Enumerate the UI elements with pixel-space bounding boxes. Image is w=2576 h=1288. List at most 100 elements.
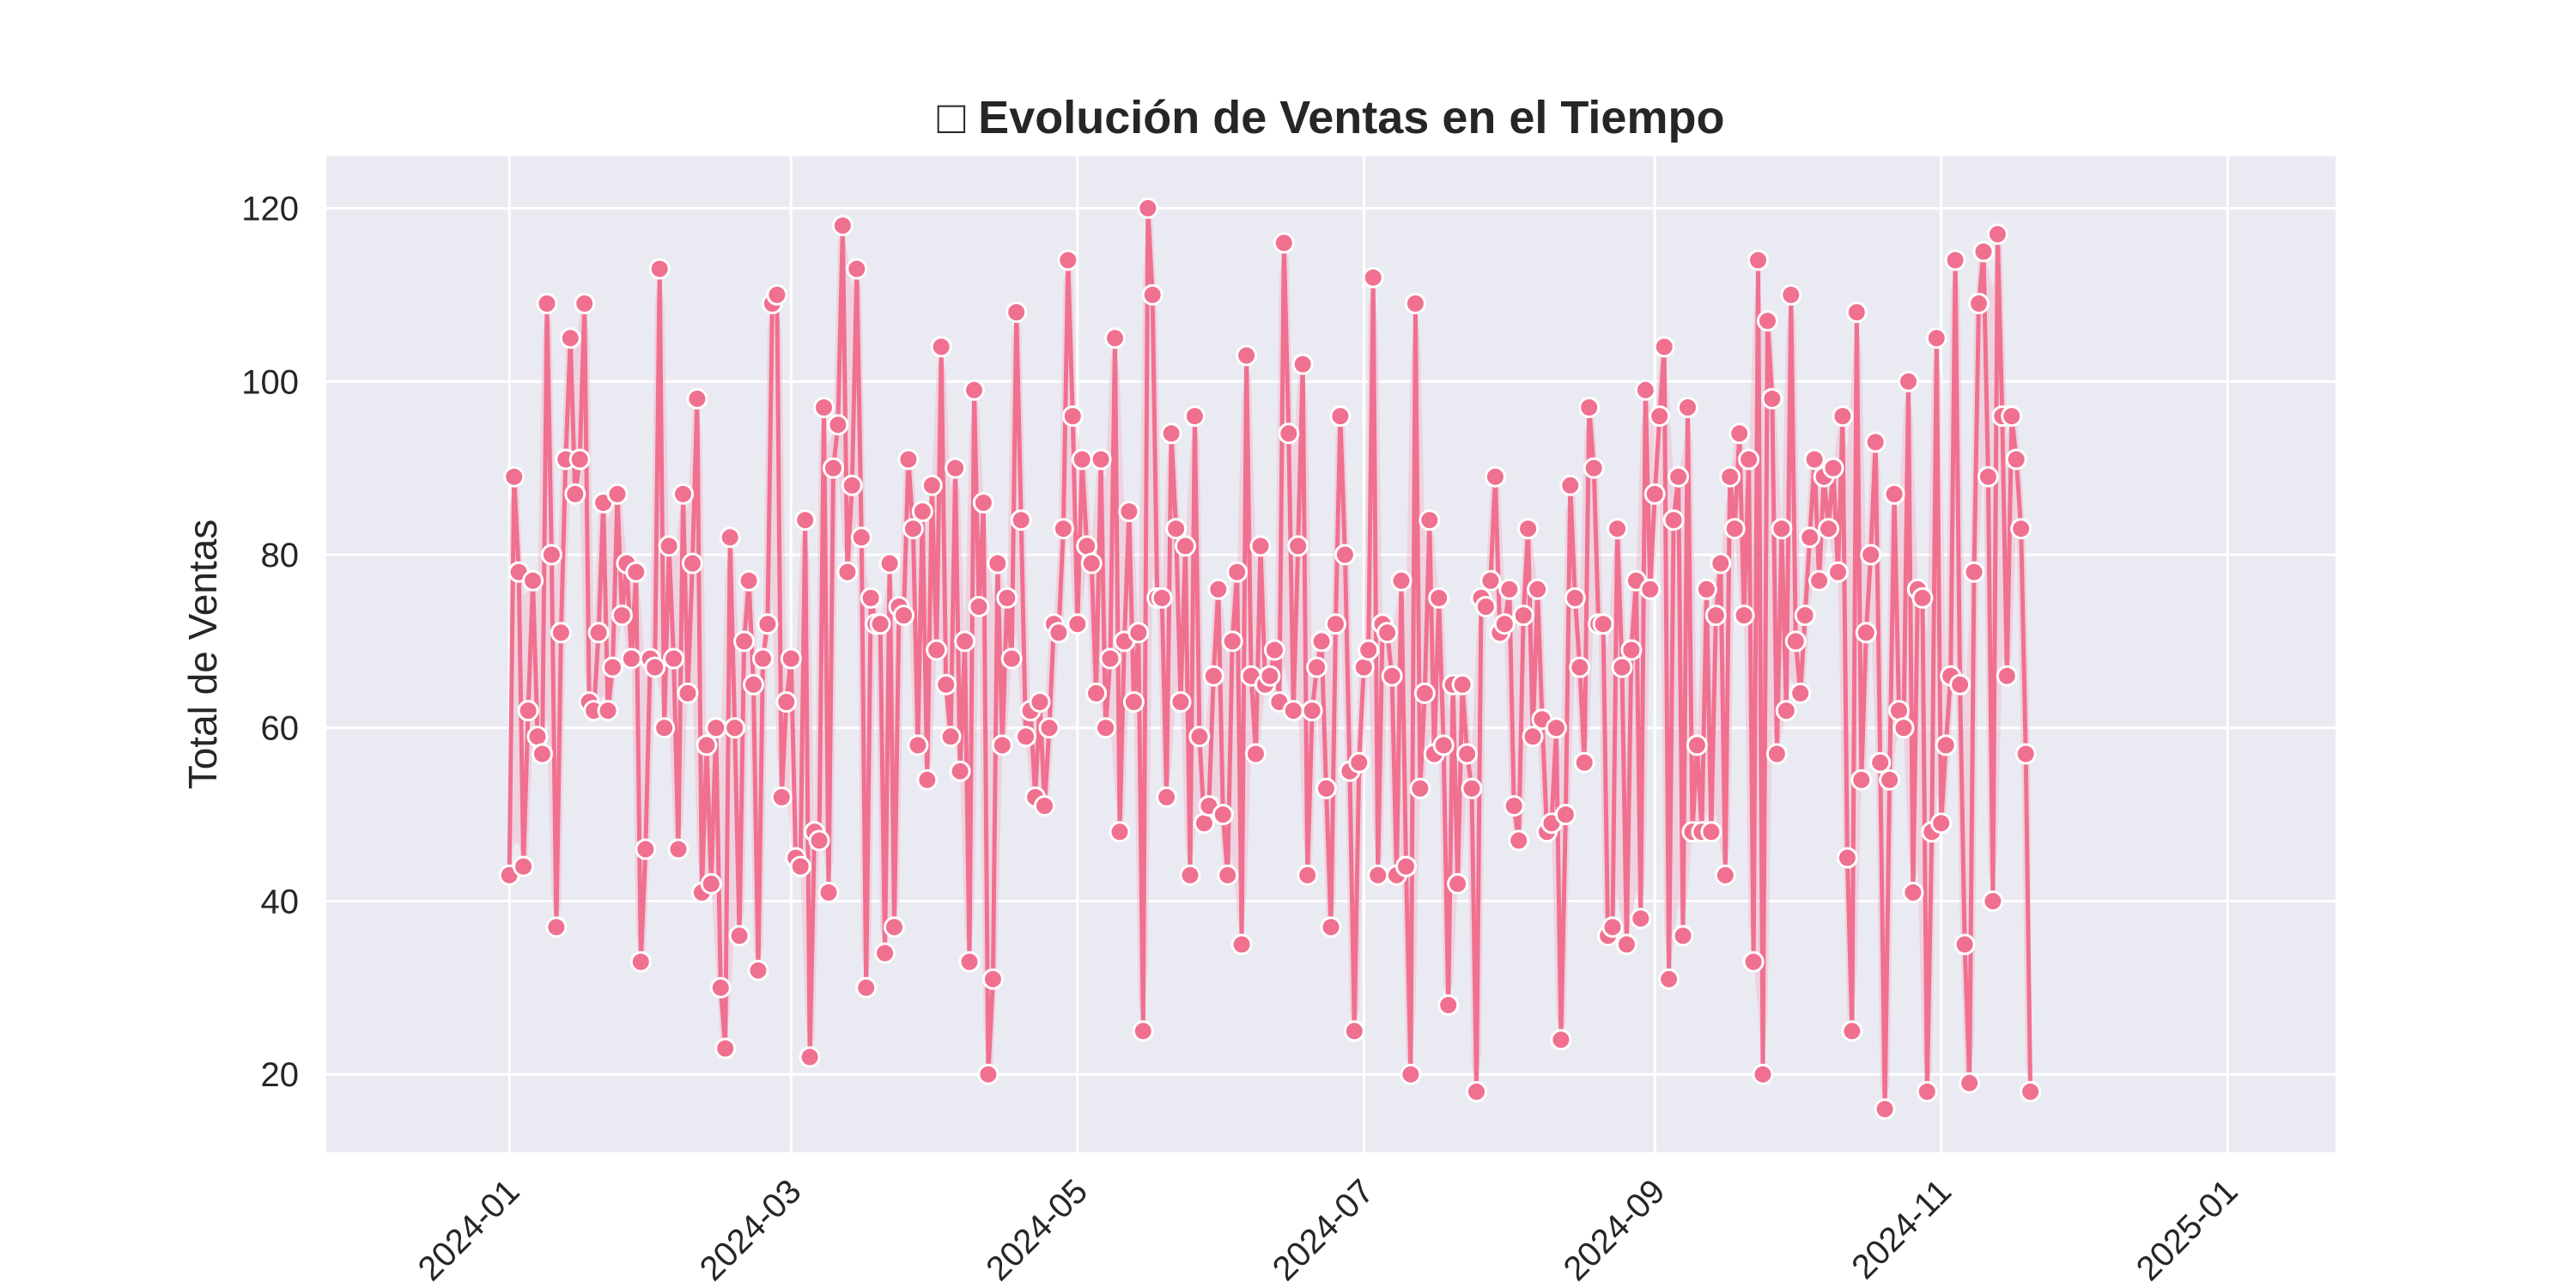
- data-point: [564, 483, 586, 505]
- data-point: [672, 483, 694, 505]
- x-tick-label: 2024-09: [1557, 1172, 1673, 1288]
- data-point: [878, 552, 901, 574]
- data-point: [1977, 465, 1999, 488]
- data-point: [1911, 586, 1934, 609]
- x-tick-label: 2024-03: [693, 1172, 809, 1288]
- data-point: [1461, 777, 1483, 799]
- data-point: [817, 881, 840, 903]
- data-point: [939, 726, 962, 748]
- data-point: [611, 605, 633, 627]
- data-point: [1212, 804, 1234, 826]
- data-point: [1151, 586, 1173, 609]
- data-point: [1963, 561, 1985, 583]
- data-point: [1175, 535, 1196, 557]
- data-point: [850, 526, 872, 549]
- data-point: [1273, 232, 1295, 254]
- data-point: [1700, 821, 1722, 843]
- data-point: [1010, 509, 1032, 532]
- data-point: [653, 717, 676, 739]
- data-point: [705, 717, 727, 739]
- data-point: [1320, 916, 1342, 939]
- data-point: [1095, 717, 1117, 739]
- data-point: [1395, 855, 1417, 878]
- data-point: [831, 215, 854, 237]
- data-point: [1193, 812, 1215, 835]
- data-point: [709, 976, 732, 999]
- data-point: [1484, 465, 1506, 488]
- data-point: [808, 829, 830, 852]
- data-point: [2010, 518, 2032, 540]
- data-point: [799, 1046, 821, 1068]
- data-point: [752, 647, 774, 670]
- data-point: [1916, 1080, 1938, 1103]
- data-point: [686, 387, 708, 410]
- data-point: [526, 726, 549, 748]
- data-point: [2005, 448, 2027, 471]
- data-point: [1902, 881, 1924, 903]
- data-point: [1898, 370, 1919, 392]
- data-point: [663, 647, 685, 670]
- y-tick-label: 80: [261, 537, 300, 574]
- data-point: [1348, 751, 1370, 774]
- data-point: [1076, 535, 1098, 557]
- data-point: [1761, 387, 1783, 410]
- data-point: [1090, 448, 1112, 471]
- data-point: [644, 656, 666, 678]
- data-point: [1704, 605, 1727, 627]
- data-point: [1367, 864, 1389, 886]
- data-point: [954, 630, 976, 653]
- data-point: [1719, 465, 1741, 488]
- data-point: [1578, 397, 1601, 418]
- data-point: [1343, 1020, 1365, 1042]
- data-point: [1649, 405, 1671, 428]
- data-point: [625, 561, 647, 583]
- data-point: [1888, 700, 1910, 722]
- data-point: [550, 622, 572, 644]
- data-point: [907, 734, 929, 756]
- data-point: [1686, 734, 1708, 756]
- data-point: [789, 855, 811, 878]
- data-point: [1282, 700, 1304, 722]
- data-point: [855, 976, 878, 999]
- data-point: [1874, 1098, 1896, 1121]
- data-point: [1005, 301, 1028, 324]
- data-point: [1132, 1020, 1154, 1042]
- data-point: [1122, 691, 1145, 713]
- data-point: [794, 509, 817, 532]
- data-point: [587, 622, 610, 644]
- data-point: [1432, 734, 1455, 756]
- x-tick-labels: 2024-01 2024-03 2024-05 2024-07 2024-09 2024-…: [411, 1172, 2245, 1288]
- data-point: [1841, 1020, 1863, 1042]
- data-point: [770, 786, 793, 808]
- data-point: [1677, 397, 1698, 418]
- data-point: [1930, 812, 1953, 835]
- data-point: [1747, 249, 1769, 271]
- data-point: [667, 838, 690, 860]
- data-point: [1245, 743, 1267, 765]
- data-point: [1034, 795, 1055, 817]
- data-point: [540, 544, 562, 566]
- data-point: [766, 283, 788, 306]
- data-point: [1672, 925, 1694, 947]
- data-point: [1061, 405, 1084, 428]
- data-point: [911, 501, 933, 523]
- data-point: [1104, 327, 1126, 349]
- data-point: [1935, 734, 1957, 756]
- data-point: [1498, 578, 1521, 600]
- data-point: [1118, 501, 1140, 523]
- data-point: [1226, 561, 1249, 583]
- data-point: [846, 258, 868, 280]
- data-point: [1278, 422, 1300, 445]
- data-point: [513, 855, 535, 878]
- data-point: [1573, 751, 1595, 774]
- data-point: [1789, 682, 1812, 704]
- data-point: [1052, 518, 1074, 540]
- data-point: [1757, 310, 1778, 332]
- data-point: [874, 942, 896, 964]
- data-point: [1160, 422, 1182, 445]
- data-point: [841, 474, 863, 496]
- data-point: [1728, 422, 1751, 445]
- x-tick-label: 2024-11: [1844, 1172, 1959, 1286]
- data-point: [1630, 908, 1652, 930]
